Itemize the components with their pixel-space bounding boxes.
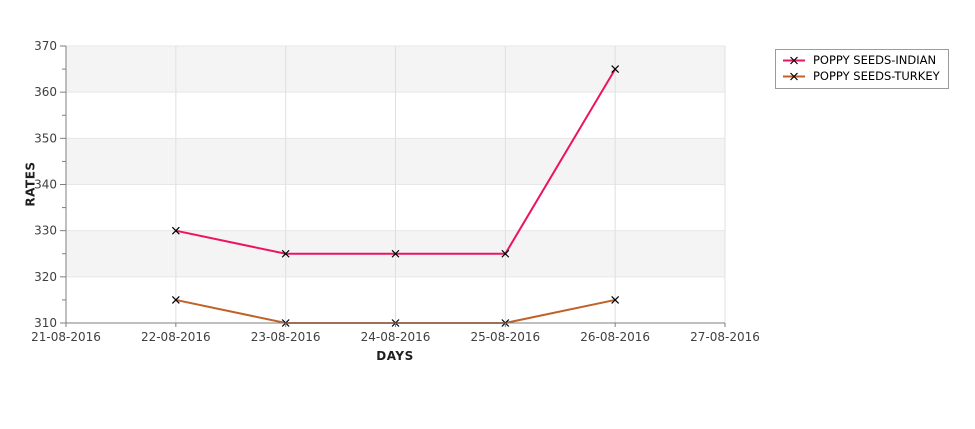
x-tick-label: 27-08-2016: [690, 330, 760, 344]
x-tick-label: 21-08-2016: [31, 330, 101, 344]
x-marker: [171, 295, 180, 304]
x-tick-label: 25-08-2016: [470, 330, 540, 344]
x-axis-title: DAYS: [376, 349, 414, 363]
x-tick-label: 26-08-2016: [580, 330, 650, 344]
y-tick-label: 350: [34, 131, 57, 145]
x-marker: [611, 65, 620, 74]
chart-legend: POPPY SEEDS-INDIAN POPPY SEEDS-TURKEY: [775, 49, 949, 89]
y-tick-label: 310: [34, 316, 57, 330]
y-tick-label: 340: [34, 178, 57, 192]
x-marker: [391, 249, 400, 258]
legend-line-sample: [783, 72, 805, 81]
y-tick-label: 330: [34, 224, 57, 238]
x-marker: [281, 249, 290, 258]
x-tick-label: 24-08-2016: [361, 330, 431, 344]
y-tick-label: 320: [34, 270, 57, 284]
x-marker: [171, 226, 180, 235]
y-axis-title: RATES: [23, 161, 38, 207]
legend-line-sample: [783, 56, 805, 65]
legend-label: POPPY SEEDS-TURKEY: [813, 69, 940, 83]
x-tick-label: 23-08-2016: [251, 330, 321, 344]
y-tick-label: 360: [34, 85, 57, 99]
x-marker: [611, 295, 620, 304]
y-tick-label: 370: [34, 39, 57, 53]
x-tick-label: 22-08-2016: [141, 330, 211, 344]
x-marker: [501, 249, 510, 258]
legend-item: POPPY SEEDS-INDIAN: [782, 53, 940, 68]
legend-item: POPPY SEEDS-TURKEY: [782, 69, 940, 84]
legend-x-marker-icon: [790, 72, 798, 81]
legend-label: POPPY SEEDS-INDIAN: [813, 53, 937, 67]
legend-x-marker-icon: [790, 56, 798, 65]
